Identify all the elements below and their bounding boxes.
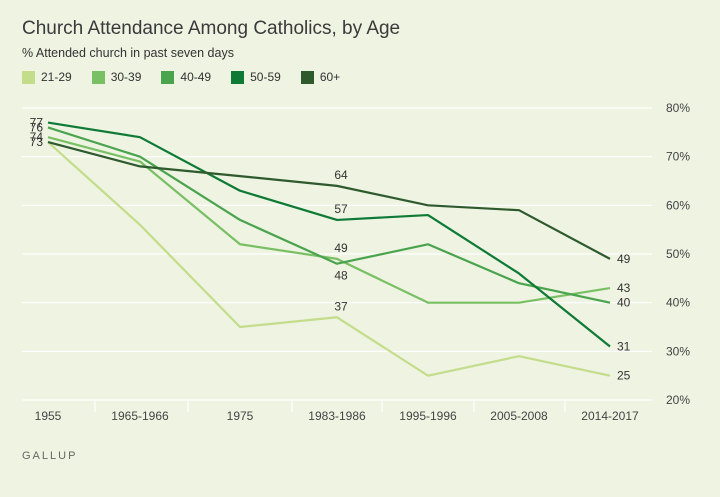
data-label-30-39-6: 43 bbox=[617, 281, 631, 295]
chart-title: Church Attendance Among Catholics, by Ag… bbox=[22, 18, 401, 39]
legend-swatch-21-29 bbox=[22, 70, 35, 84]
data-label-30-39-0: 74 bbox=[30, 130, 44, 144]
data-label-50-59-0: 77 bbox=[30, 116, 44, 130]
legend-label-21-29: 21-29 bbox=[41, 70, 72, 84]
y-tick-label-40: 40% bbox=[666, 296, 690, 310]
chart-legend: 21-29 30-39 40-49 50-59 60+ bbox=[22, 70, 340, 84]
series-line-30-39 bbox=[47, 136, 611, 304]
x-tick-label-2014-2017: 2014-2017 bbox=[581, 409, 639, 423]
x-tick-label-1955: 1955 bbox=[35, 409, 62, 423]
legend-item-21-29: 21-29 bbox=[22, 70, 72, 84]
data-label-60plus-3: 64 bbox=[334, 168, 348, 182]
legend-label-40-49: 40-49 bbox=[180, 70, 212, 84]
data-label-50-59-6: 31 bbox=[617, 339, 631, 353]
series-line-50-59 bbox=[47, 121, 611, 348]
x-tick-label-1983-1986: 1983-1986 bbox=[308, 409, 366, 423]
legend-label-60plus: 60+ bbox=[319, 70, 341, 84]
data-label-50-59-3: 57 bbox=[334, 202, 348, 216]
legend-swatch-40-49 bbox=[161, 70, 175, 84]
data-label-40-49-6: 40 bbox=[617, 296, 631, 310]
y-tick-label-60: 60% bbox=[666, 198, 690, 212]
y-tick-label-50: 50% bbox=[666, 247, 690, 261]
data-label-30-39-3: 49 bbox=[334, 241, 348, 255]
x-tick-label-1975: 1975 bbox=[227, 409, 254, 423]
legend-item-40-49: 40-49 bbox=[161, 70, 211, 84]
x-tick-label-1965-1966: 1965-1966 bbox=[111, 409, 169, 423]
x-tick-label-1995-1996: 1995-1996 bbox=[399, 409, 457, 423]
chart-subtitle: % Attended church in past seven days bbox=[22, 46, 234, 60]
legend-label-50-59: 50-59 bbox=[250, 70, 281, 84]
data-label-40-49-3: 48 bbox=[334, 269, 348, 283]
y-tick-label-70: 70% bbox=[666, 150, 690, 164]
legend-swatch-60plus bbox=[300, 70, 314, 84]
legend-item-50-59: 50-59 bbox=[231, 70, 281, 84]
legend-label-30-39: 30-39 bbox=[110, 70, 142, 84]
legend-swatch-30-39 bbox=[91, 70, 105, 84]
series-line-40-49 bbox=[47, 126, 611, 304]
data-label-21-29-6: 25 bbox=[617, 369, 631, 383]
data-label-60plus-6: 49 bbox=[617, 252, 631, 266]
y-tick-label-20: 20% bbox=[666, 393, 690, 407]
series-line-60plus bbox=[47, 141, 611, 260]
data-label-40-49-0: 76 bbox=[30, 120, 44, 134]
data-label-21-29-3: 37 bbox=[334, 299, 348, 313]
gallup-logo-text: GALLUP bbox=[22, 450, 78, 462]
legend-item-60plus: 60+ bbox=[300, 70, 341, 84]
data-label-60plus-0: 73 bbox=[30, 135, 44, 149]
legend-item-30-39: 30-39 bbox=[91, 70, 142, 84]
x-tick-label-2005-2008: 2005-2008 bbox=[490, 409, 548, 423]
y-tick-label-80: 80% bbox=[666, 101, 690, 115]
series-line-21-29 bbox=[47, 141, 611, 377]
legend-swatch-50-59 bbox=[231, 70, 245, 84]
y-tick-label-30: 30% bbox=[666, 344, 690, 358]
